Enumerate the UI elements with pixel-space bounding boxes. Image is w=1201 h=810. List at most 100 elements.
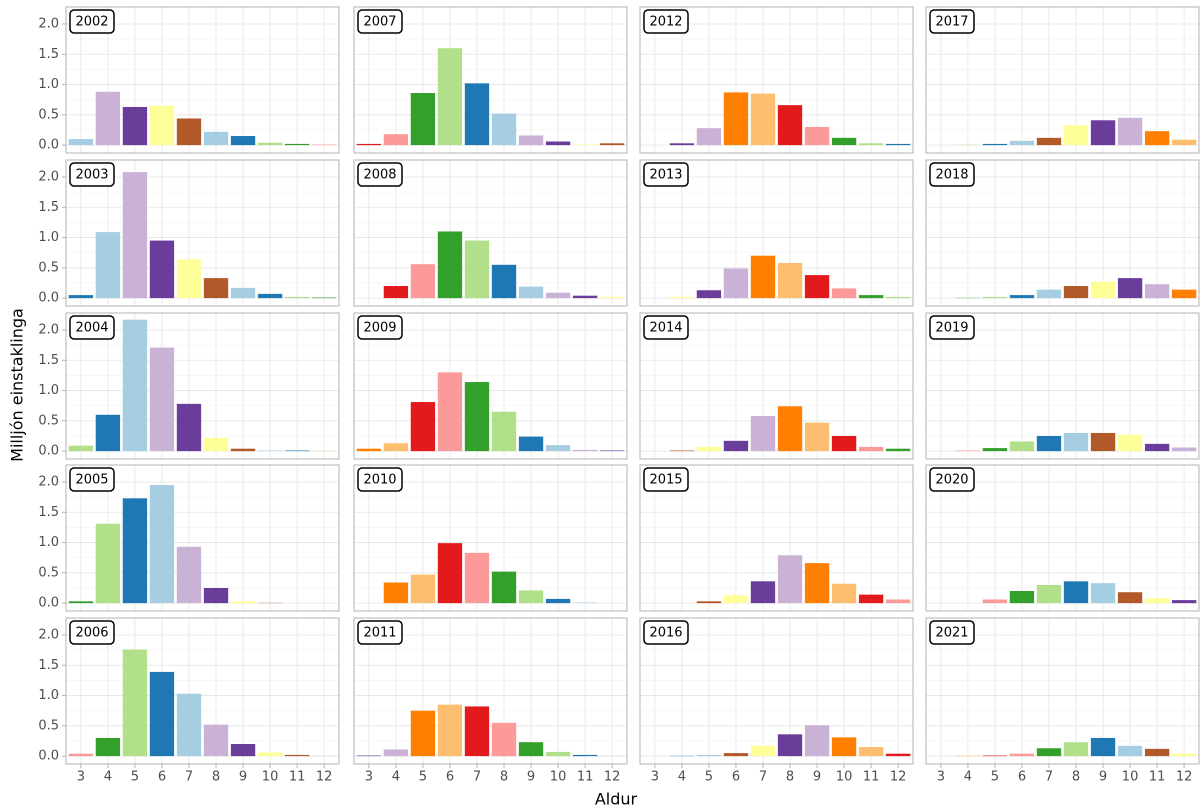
bar [284,143,310,146]
panel-border [65,159,340,307]
bar [95,523,121,604]
panel-border [353,617,628,765]
bar [68,445,94,452]
bar [1009,140,1035,146]
bar [230,448,256,452]
panel-title-box [69,162,115,187]
bar [437,231,463,299]
bar [572,295,598,299]
x-tick-label: 7 [473,770,481,785]
bar [750,415,776,452]
bar [464,83,490,146]
bar [464,552,490,604]
x-tick-label: 4 [964,770,972,785]
bar [1063,581,1089,604]
bar [95,737,121,757]
bar [491,113,517,146]
y-tick-label: 1.5 [38,505,59,520]
x-tick-label: 11 [289,770,306,785]
panel-border [925,617,1200,765]
bar [284,754,310,757]
bar [383,443,409,452]
panel-title: 2015 [649,473,682,488]
bar [750,255,776,299]
bar [1009,295,1035,299]
panel-title: 2005 [75,473,108,488]
panel-border [353,159,628,307]
panel-border [353,6,628,154]
bar [68,601,94,604]
panel-border [353,464,628,612]
y-tick-label: 1.5 [38,353,59,368]
x-tick-label: 8 [786,770,794,785]
bar [1171,289,1197,299]
bar [1117,434,1143,452]
panel-border [65,312,340,460]
bar [572,144,598,146]
x-tick-label: 9 [527,770,535,785]
bar [203,724,229,757]
panel-title-box [929,162,975,187]
bar [1090,281,1116,299]
x-tick-label: 3 [937,770,945,785]
panel-title: 2018 [935,168,968,183]
bar [955,450,981,452]
bar [68,139,94,146]
bar [68,295,94,299]
panel-title-box [69,9,115,34]
x-tick-label: 9 [813,770,821,785]
bar [257,142,283,146]
panel-border [639,464,914,612]
y-axis-label: Milljón einstaklinga [8,308,27,462]
bar [696,128,722,146]
bar [95,91,121,146]
bar [669,450,695,452]
bar [696,290,722,299]
bar [176,118,202,146]
bar [464,706,490,757]
bar [982,296,1008,299]
bar [858,446,884,452]
panel-title-box [357,467,403,492]
bar [230,601,256,604]
bar [723,440,749,452]
panel-title-box [357,9,403,34]
panel-title: 2010 [363,473,396,488]
x-tick-label: 6 [158,770,166,785]
bar [356,755,382,757]
bar [1171,753,1197,757]
y-tick-label: 1.0 [38,77,59,92]
bar [669,296,695,299]
panel-title-box [643,162,689,187]
x-tick-label: 8 [500,770,508,785]
x-tick-label: 5 [131,770,139,785]
bar [885,296,911,299]
y-tick-label: 1.5 [38,200,59,215]
y-tick-label: 0.0 [38,749,59,764]
bar [545,598,571,604]
bar [518,135,544,146]
bar [1063,286,1089,299]
bar [149,484,175,604]
x-tick-label: 3 [651,770,659,785]
panel-title-box [929,467,975,492]
x-tick-label: 11 [1149,770,1166,785]
panel-border [639,312,914,460]
bar [750,93,776,146]
bar [1090,120,1116,146]
bar [311,297,337,299]
bar [982,755,1008,757]
bar [1144,131,1170,146]
bar [1036,748,1062,757]
bar [777,734,803,757]
bar [122,498,148,604]
x-tick-label: 10 [550,770,567,785]
panel-title: 2007 [363,15,396,30]
panel-title-box [643,9,689,34]
bar [777,406,803,452]
bar [1090,583,1116,604]
panel-title: 2012 [649,15,682,30]
panel-title: 2011 [363,626,396,641]
bar [410,264,436,299]
